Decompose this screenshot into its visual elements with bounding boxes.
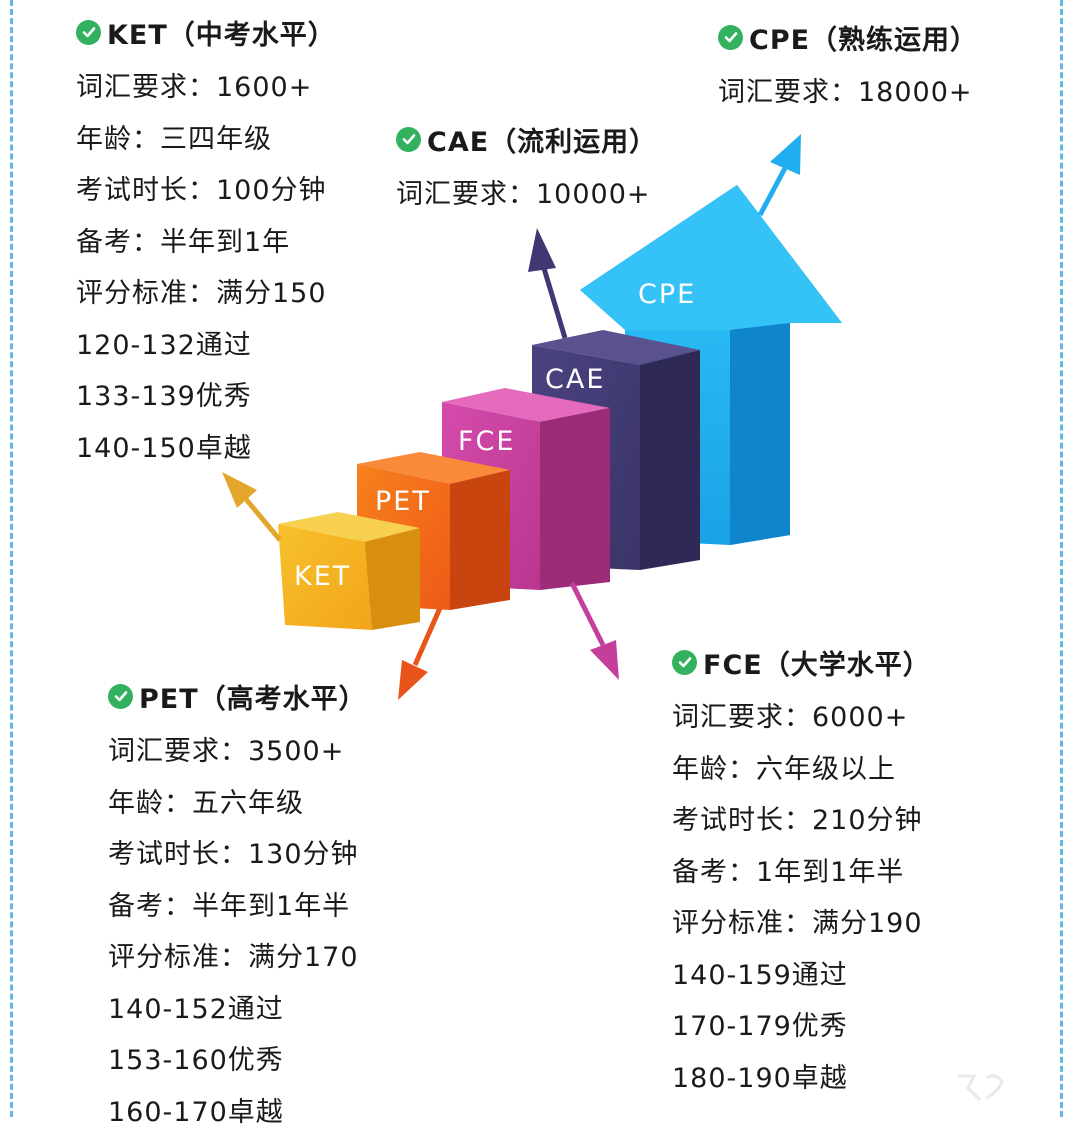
fce-step-label: FCE [458, 426, 515, 457]
fce-scoring: 评分标准：满分190 [672, 898, 931, 950]
ket-vocab: 词汇要求：1600+ [76, 62, 336, 114]
cpe-step: CPE [580, 185, 842, 545]
fce-pass: 140-159通过 [672, 950, 931, 1002]
fce-title-text: FCE（大学水平） [703, 643, 931, 682]
pet-prep: 备考：半年到1年半 [108, 881, 367, 933]
check-circle-icon [396, 127, 421, 152]
cae-info: CAE（流利运用） 词汇要求：10000+ [396, 119, 657, 221]
ket-title: KET（中考水平） [76, 12, 336, 52]
cae-step-label: CAE [545, 364, 605, 395]
cae-title: CAE（流利运用） [396, 119, 657, 159]
pet-step: PET [357, 452, 510, 610]
fce-arrow-icon [572, 583, 619, 680]
check-circle-icon [672, 650, 697, 675]
ket-age: 年龄：三四年级 [76, 114, 336, 166]
fce-vocab: 词汇要求：6000+ [672, 692, 931, 744]
fce-info: FCE（大学水平） 词汇要求：6000+ 年龄：六年级以上 考试时长：210分钟… [672, 642, 931, 1104]
cpe-step-label: CPE [638, 279, 696, 310]
ket-prep: 备考：半年到1年 [76, 217, 336, 269]
fce-prep: 备考：1年到1年半 [672, 847, 931, 899]
ket-distinction: 140-150卓越 [76, 423, 336, 475]
check-circle-icon [76, 20, 101, 45]
ket-merit: 133-139优秀 [76, 371, 336, 423]
right-dashed-border [1060, 0, 1063, 1117]
fce-title: FCE（大学水平） [672, 642, 931, 682]
fce-age: 年龄：六年级以上 [672, 744, 931, 796]
fce-merit: 170-179优秀 [672, 1001, 931, 1053]
cae-title-text: CAE（流利运用） [427, 120, 657, 159]
pet-title: PET（高考水平） [108, 676, 367, 716]
pet-title-text: PET（高考水平） [139, 677, 367, 716]
pet-scoring: 评分标准：满分170 [108, 932, 367, 984]
ket-arrow-icon [222, 472, 280, 540]
pet-duration: 考试时长：130分钟 [108, 829, 367, 881]
ket-duration: 考试时长：100分钟 [76, 165, 336, 217]
cpe-info: CPE（熟练运用） 词汇要求：18000+ [718, 17, 978, 119]
fce-step: FCE [442, 388, 610, 590]
ket-step: KET [278, 512, 420, 630]
ket-pass: 120-132通过 [76, 320, 336, 372]
pet-step-label: PET [375, 486, 431, 517]
check-circle-icon [108, 684, 133, 709]
fce-duration: 考试时长：210分钟 [672, 795, 931, 847]
ket-scoring: 评分标准：满分150 [76, 268, 336, 320]
ket-step-label: KET [294, 561, 351, 592]
cpe-title: CPE（熟练运用） [718, 17, 978, 57]
pet-merit: 153-160优秀 [108, 1035, 367, 1087]
pet-arrow-icon [398, 608, 440, 700]
pet-pass: 140-152通过 [108, 984, 367, 1036]
ket-info: KET（中考水平） 词汇要求：1600+ 年龄：三四年级 考试时长：100分钟 … [76, 12, 336, 474]
watermark-logo [950, 1068, 1060, 1108]
pet-distinction: 160-170卓越 [108, 1087, 367, 1138]
pet-vocab: 词汇要求：3500+ [108, 726, 367, 778]
cae-vocab: 词汇要求：10000+ [396, 169, 657, 221]
cae-arrow-icon [528, 228, 565, 338]
ket-title-text: KET（中考水平） [107, 13, 336, 52]
cpe-title-text: CPE（熟练运用） [749, 18, 978, 57]
pet-age: 年龄：五六年级 [108, 778, 367, 830]
cpe-vocab: 词汇要求：18000+ [718, 67, 978, 119]
left-dashed-border [10, 0, 13, 1117]
fce-distinction: 180-190卓越 [672, 1053, 931, 1105]
cae-step: CAE [532, 330, 700, 570]
cpe-arrow-icon [760, 134, 801, 215]
pet-info: PET（高考水平） 词汇要求：3500+ 年龄：五六年级 考试时长：130分钟 … [108, 676, 367, 1138]
check-circle-icon [718, 25, 743, 50]
